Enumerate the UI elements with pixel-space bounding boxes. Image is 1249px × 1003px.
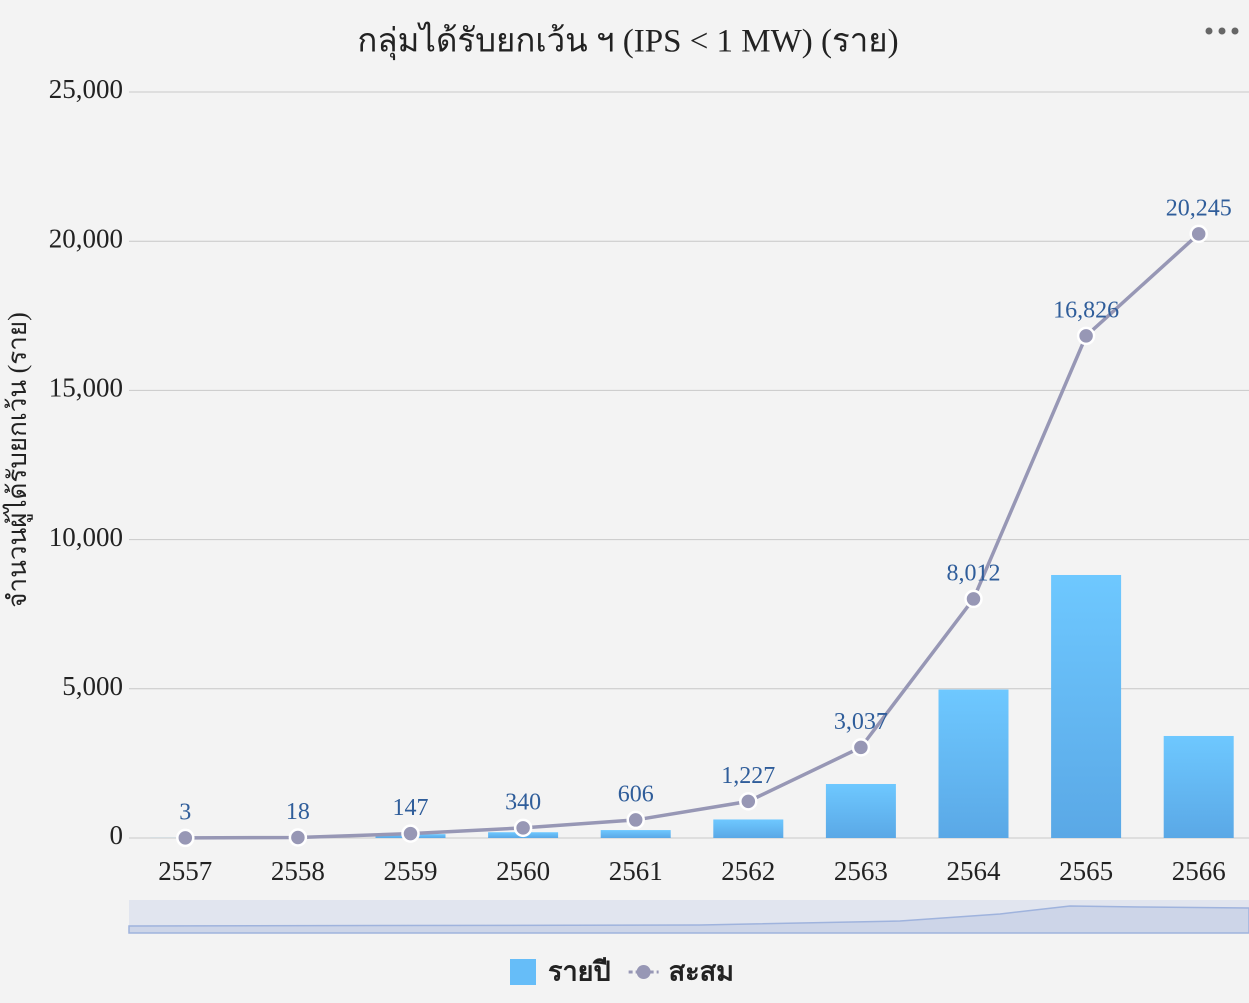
legend-marker [636,965,651,979]
point [1189,224,1208,244]
y-tick-label: 0 [110,820,124,850]
point [739,792,758,811]
data-label: 3 [179,799,191,825]
point [964,589,983,609]
x-tick-label: 2559 [384,856,438,886]
line [185,232,1200,840]
point [1076,326,1096,346]
bar [825,783,896,838]
data-label: 1,227 [721,763,775,789]
point [401,824,420,843]
data-label: 3,037 [834,709,888,735]
x-tick-label: 2562 [721,856,775,886]
data-label: 340 [505,789,541,815]
y-tick-label: 20,000 [49,223,123,253]
point [176,828,195,848]
bar [1163,735,1234,838]
y-tick-label: 15,000 [49,373,123,403]
data-label: 606 [618,781,654,807]
bar [713,819,784,838]
data-label: 18 [286,799,310,825]
point [626,810,645,830]
y-tick-label: 5,000 [62,671,123,701]
point [851,738,871,757]
menu-button[interactable] [1205,27,1239,35]
bar [1051,574,1122,838]
bar [600,830,671,838]
data-label: 147 [393,795,429,821]
data-label: 20,245 [1166,195,1232,221]
x-tick-label: 2563 [834,856,888,886]
y-tick-label: 25,000 [49,74,123,104]
x-tick-label: 2557 [158,856,212,886]
bar [938,689,1009,838]
data-label: 16,826 [1053,297,1119,323]
y-axis-title: จำนวนผู้ได้รับยกเว้น (ราย) [2,312,33,608]
x-tick-label: 2558 [271,856,325,886]
legend-swatch [510,959,536,985]
legend-label: สะสม [669,957,734,988]
x-tick-label: 2560 [496,856,550,886]
legend-label: รายปี [548,957,611,988]
x-tick-label: 2565 [1059,856,1113,886]
y-tick-label: 10,000 [49,522,123,552]
chart-title: กลุ่มได้รับยกเว้น ฯ (IPS < 1 MW) (ราย) [357,22,898,61]
point [288,828,308,847]
x-tick-label: 2561 [609,856,663,886]
x-tick-label: 2566 [1172,856,1226,886]
x-tick-label: 2564 [947,856,1002,886]
point [513,818,533,838]
data-label: 8,012 [947,560,1001,586]
navigator [128,900,1249,934]
